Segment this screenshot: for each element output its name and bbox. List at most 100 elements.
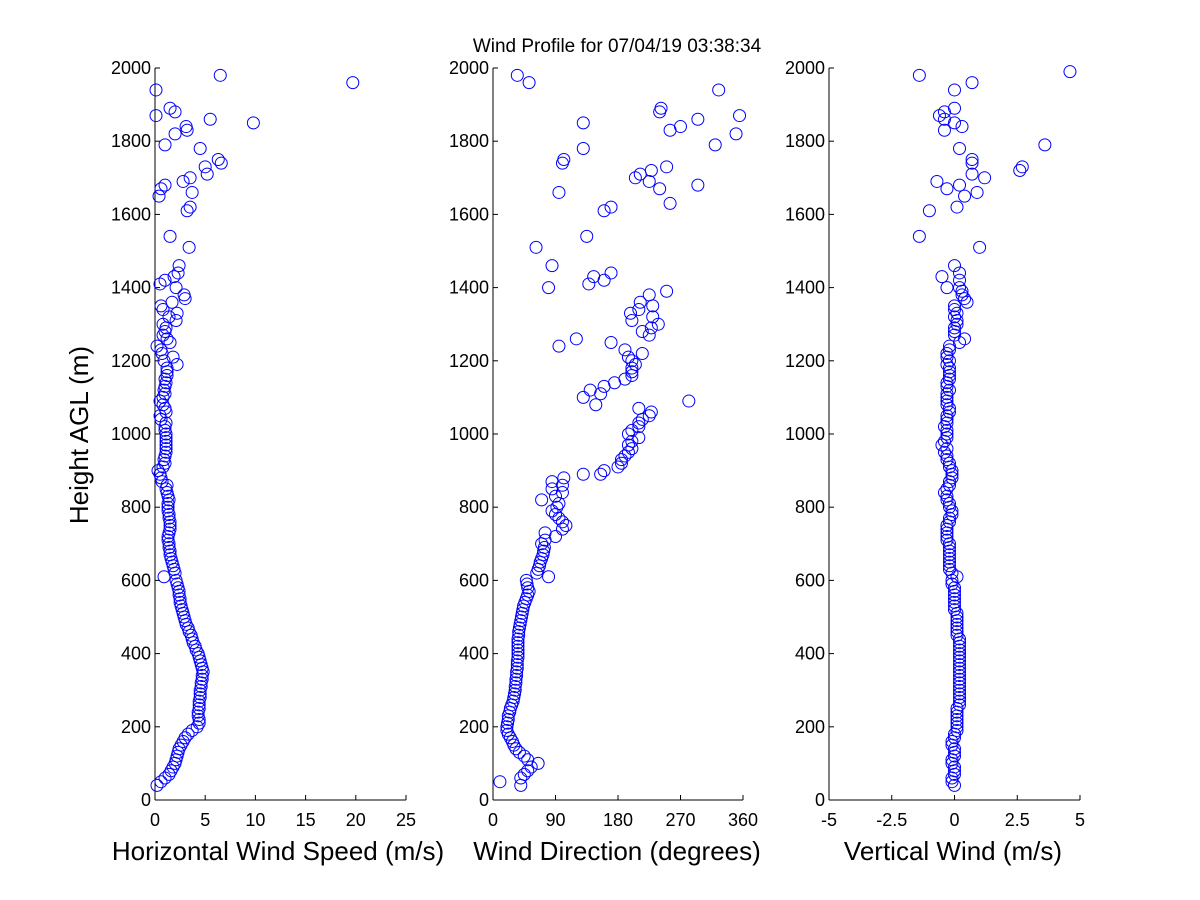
data-point-speed (163, 522, 177, 536)
data-point-direction (576, 390, 590, 404)
x-tick-label-speed: 10 (245, 810, 265, 830)
data-point-vertical (953, 680, 967, 694)
data-point-speed (180, 204, 194, 218)
data-point-direction (618, 449, 632, 463)
data-point-direction (642, 174, 656, 188)
data-point-direction (576, 116, 590, 130)
data-point-speed (192, 698, 206, 712)
data-point-speed (169, 573, 183, 587)
x-tick-label-vertical: 2.5 (1005, 810, 1030, 830)
data-point-speed (203, 112, 217, 126)
data-point-speed (346, 76, 360, 90)
data-point-direction (712, 83, 726, 97)
data-point-direction (545, 259, 559, 273)
data-point-direction (517, 767, 531, 781)
data-point-speed (170, 306, 184, 320)
data-point-speed (154, 343, 168, 357)
data-point-vertical (948, 760, 961, 774)
data-point-direction (587, 270, 601, 284)
y-tick-label-direction: 1000 (449, 424, 489, 444)
y-tick-label-speed: 1000 (111, 424, 151, 444)
data-point-vertical (937, 105, 951, 119)
y-tick-label-vertical: 600 (795, 570, 825, 590)
data-point-speed (150, 778, 164, 792)
data-point-direction (511, 647, 525, 661)
data-point-speed (185, 185, 199, 199)
data-point-vertical (942, 497, 956, 511)
data-point-direction (582, 277, 596, 291)
data-point-direction (555, 522, 569, 536)
data-point-vertical (953, 266, 967, 280)
data-point-speed (152, 189, 166, 203)
data-point-speed (158, 273, 172, 287)
data-point-vertical (948, 595, 961, 609)
data-point-vertical (965, 153, 979, 166)
data-point-speed (156, 390, 170, 404)
data-point-vertical (948, 310, 961, 324)
data-point-direction (674, 120, 687, 134)
x-tick-label-speed: 20 (346, 810, 366, 830)
panel-vertical-wind: 0 200 400 600 800 1000 1200 1400 1600 1800 2000 -5 -… (785, 58, 1085, 830)
data-point-vertical (953, 654, 967, 668)
data-point-vertical (1038, 138, 1052, 152)
data-point-direction (493, 775, 507, 789)
data-point-direction (708, 138, 722, 152)
data-point-vertical (953, 669, 967, 683)
data-point-direction (557, 153, 571, 166)
data-point-vertical (940, 449, 954, 463)
y-tick-label-vertical: 400 (795, 644, 825, 664)
data-point-vertical (948, 116, 961, 130)
x-axis-label-horizontal-wind-speed: Horizontal Wind Speed (m/s) (112, 836, 444, 866)
data-point-vertical (950, 317, 964, 331)
data-point-speed (169, 281, 183, 295)
data-point-vertical (942, 456, 956, 470)
data-point-direction (538, 526, 552, 540)
x-tick-label-direction: 0 (488, 810, 498, 830)
y-tick-label-vertical: 1200 (785, 351, 825, 371)
data-point-speed (167, 270, 181, 284)
data-point-direction (511, 639, 525, 653)
data-point-direction (604, 336, 618, 349)
data-point-direction (535, 493, 549, 507)
data-point-vertical (942, 559, 956, 573)
data-point-direction (635, 346, 649, 360)
data-point-direction (549, 489, 562, 503)
data-point-vertical (948, 259, 961, 273)
data-point-direction (632, 303, 646, 317)
data-point-speed (163, 229, 177, 243)
data-point-speed (172, 588, 186, 602)
data-point-speed (176, 174, 190, 188)
data-point-speed (211, 153, 225, 166)
data-point-vertical (953, 661, 967, 675)
data-point-vertical (945, 577, 959, 591)
x-tick-label-direction: 360 (728, 810, 758, 830)
data-point-speed (164, 764, 178, 778)
data-point-speed (158, 178, 172, 192)
y-tick-label-speed: 1400 (111, 278, 151, 298)
data-point-vertical (973, 240, 987, 254)
data-point-direction (511, 643, 525, 657)
data-point-direction (632, 416, 646, 430)
data-point-direction (642, 409, 656, 423)
data-point-direction (663, 196, 677, 210)
data-point-vertical (970, 185, 984, 199)
data-point-vertical (940, 519, 954, 532)
data-point-speed (156, 303, 170, 317)
data-point-direction (509, 676, 523, 690)
data-point-speed (153, 467, 167, 481)
data-point-vertical (965, 76, 979, 90)
data-point-speed (172, 742, 186, 756)
data-point-direction (604, 266, 618, 280)
y-tick-label-direction: 400 (459, 644, 489, 664)
data-point-vertical (948, 599, 961, 613)
data-point-speed (156, 460, 170, 474)
y-tick-label-direction: 1600 (449, 204, 489, 224)
data-point-direction (653, 182, 667, 196)
data-point-vertical (948, 299, 961, 313)
data-point-vertical (940, 529, 954, 543)
data-point-direction (691, 112, 705, 126)
data-point-speed (158, 372, 172, 386)
data-point-direction (597, 464, 611, 478)
data-point-speed (214, 156, 228, 170)
data-point-direction (552, 511, 566, 525)
